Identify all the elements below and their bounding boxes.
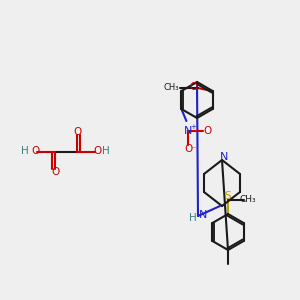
Text: H: H bbox=[189, 213, 197, 223]
Text: O: O bbox=[31, 146, 39, 156]
Text: N: N bbox=[199, 210, 207, 220]
Text: CH₃: CH₃ bbox=[164, 82, 179, 91]
Text: O: O bbox=[51, 167, 59, 177]
Text: N: N bbox=[184, 126, 193, 136]
Text: N: N bbox=[220, 152, 228, 162]
Text: O: O bbox=[190, 82, 198, 92]
Text: ⁻: ⁻ bbox=[191, 145, 196, 154]
Text: CH₃: CH₃ bbox=[240, 194, 256, 203]
Text: S: S bbox=[225, 191, 231, 201]
Text: O: O bbox=[73, 127, 81, 137]
Text: O: O bbox=[203, 126, 211, 136]
Text: H: H bbox=[102, 146, 110, 156]
Text: H: H bbox=[21, 146, 29, 156]
Text: O: O bbox=[94, 146, 102, 156]
Text: +: + bbox=[190, 124, 196, 130]
Text: O: O bbox=[184, 144, 193, 154]
